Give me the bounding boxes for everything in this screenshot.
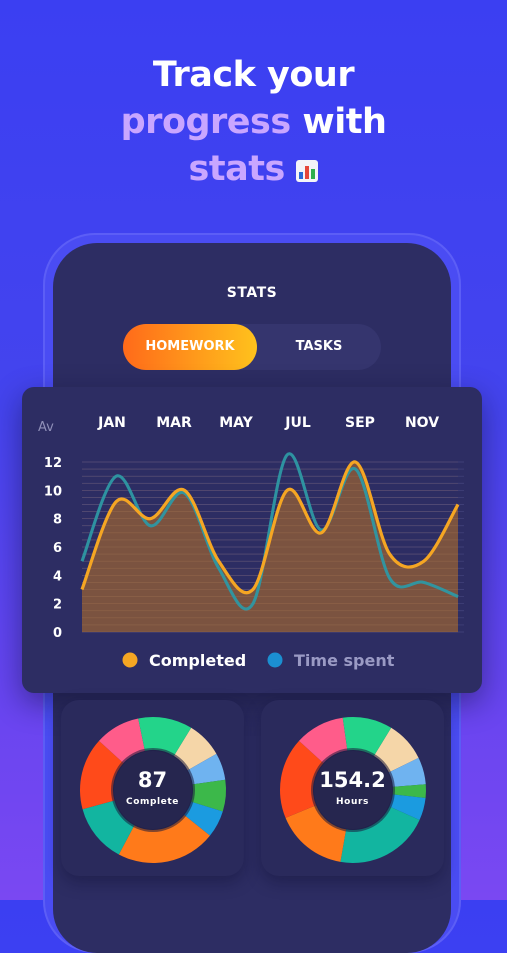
legend-completed-marker xyxy=(122,652,138,668)
donut-chart-hours xyxy=(280,717,426,863)
x-tick-label: JUL xyxy=(284,415,311,431)
donut-segment xyxy=(82,800,135,855)
screen-title: STATS xyxy=(226,285,278,301)
x-tick-label: SEP xyxy=(345,415,375,431)
donut-segment xyxy=(373,727,419,773)
donut-segment xyxy=(389,794,426,821)
donut-segment xyxy=(138,717,192,756)
line-chart: Av JAN MAR MAY JUL SEP NOV 12 10 8 6 4 2 0 Completed Ti… xyxy=(38,415,464,670)
headline: Track your progress with stats xyxy=(0,52,507,193)
series-area-completed xyxy=(82,461,458,632)
tab-tasks[interactable]: TASKS xyxy=(295,339,343,354)
donut-value: 87 xyxy=(137,768,168,792)
donut-card-complete: 87 Complete xyxy=(61,700,244,876)
legend-completed-label: Completed xyxy=(149,651,246,670)
y-tick-label: 2 xyxy=(53,598,62,613)
donut-segment xyxy=(187,753,226,785)
legend: Completed Time spent xyxy=(122,651,395,670)
donut-value: 154.2 xyxy=(319,768,386,792)
y-axis-label: Av xyxy=(38,420,54,435)
donut-label: Hours xyxy=(336,797,369,807)
series-line-time-spent-shade xyxy=(80,452,459,611)
tab-homework[interactable]: HOMEWORK xyxy=(123,324,257,370)
headline-accent-progress: progress xyxy=(120,102,292,142)
y-tick-label: 12 xyxy=(44,456,62,471)
donut-label: Complete xyxy=(125,797,179,807)
y-tick-label: 4 xyxy=(53,569,62,584)
y-tick-label: 6 xyxy=(53,541,62,556)
series-line-completed xyxy=(80,460,460,594)
donut-card-hours: 154.2 Hours xyxy=(261,700,444,876)
legend-time-spent-label: Time spent xyxy=(294,651,395,670)
donut-center xyxy=(314,751,392,829)
headline-line-3: stats xyxy=(0,146,507,193)
donut-segment xyxy=(191,779,226,812)
donut-segment xyxy=(173,727,217,771)
bar-chart-icon xyxy=(296,160,319,182)
headline-line-1: Track your xyxy=(152,55,355,95)
donut-segment xyxy=(118,815,210,863)
donut-segment xyxy=(340,806,420,863)
y-tick-label: 0 xyxy=(53,626,62,641)
donut-segment xyxy=(285,805,347,862)
legend-time-spent-marker xyxy=(267,652,283,668)
line-chart-card: Av JAN MAR MAY JUL SEP NOV 12 10 8 6 4 2 0 Completed Ti… xyxy=(22,387,482,693)
donut-segment xyxy=(299,717,348,764)
donut-segment xyxy=(184,801,223,836)
donut-segment xyxy=(392,784,426,799)
y-tick-label: 8 xyxy=(53,513,62,528)
x-tick-label: MAR xyxy=(156,415,192,431)
donut-chart-complete xyxy=(80,717,226,863)
grid-overlay xyxy=(82,461,458,633)
headline-with: with xyxy=(290,102,387,142)
x-tick-label: MAY xyxy=(219,415,253,431)
headline-line-2: progress with xyxy=(0,99,507,146)
donut-center xyxy=(114,751,192,829)
x-tick-label: NOV xyxy=(405,415,439,431)
y-tick-label: 10 xyxy=(44,484,62,499)
donut-segment xyxy=(99,718,145,764)
headline-accent-stats: stats xyxy=(188,149,286,189)
x-tick-label: JAN xyxy=(97,415,126,431)
donut-segment xyxy=(388,757,426,787)
tab-switcher: HOMEWORK TASKS xyxy=(123,324,381,370)
donut-segment xyxy=(342,717,392,756)
